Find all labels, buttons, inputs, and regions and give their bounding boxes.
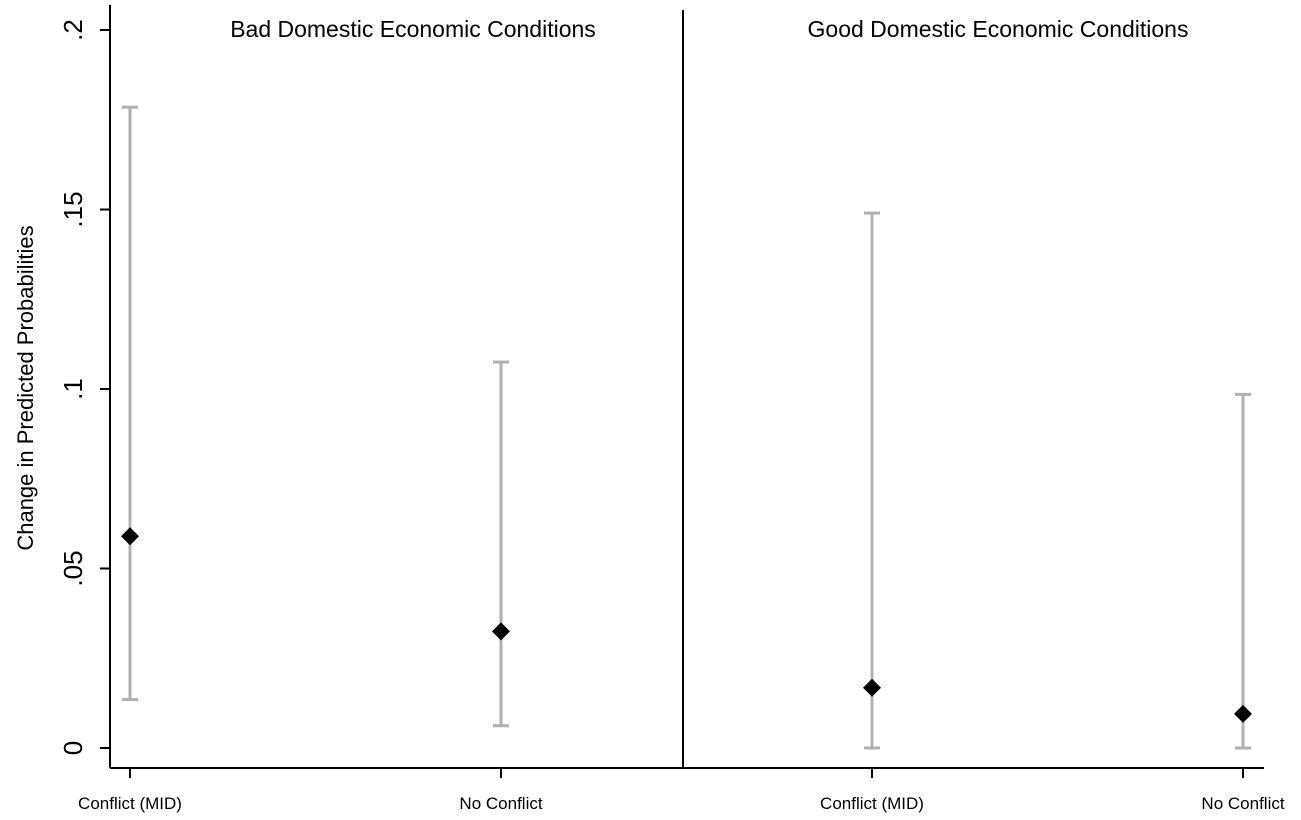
y-tick-label: .2 (58, 19, 88, 41)
panel-title: Good Domestic Economic Conditions (808, 16, 1189, 42)
y-tick-label: .15 (58, 191, 88, 227)
x-tick-label: Conflict (MID) (820, 794, 924, 813)
confidence-intervals (122, 105, 1251, 750)
point-estimate-marker (492, 622, 510, 641)
point-estimate-marker (121, 527, 139, 546)
ticks: 0 .05 .1 .15 .2 Conflict (MID) No Conflict Conf… (58, 19, 1285, 813)
y-tick-label: 0 (58, 741, 88, 755)
point-estimate-marker (863, 678, 881, 697)
y-axis-label: Change in Predicted Probabilities (13, 225, 38, 550)
axes (109, 5, 1264, 769)
x-tick-label: No Conflict (1201, 794, 1284, 813)
point-estimate-marker (1234, 704, 1252, 723)
x-tick-label: Conflict (MID) (78, 794, 182, 813)
panel-title: Bad Domestic Economic Conditions (230, 16, 596, 42)
x-tick-label: No Conflict (459, 794, 542, 813)
y-tick-label: .1 (58, 378, 88, 400)
labels: Change in Predicted Probabilities Bad Do… (13, 16, 1188, 551)
point-estimates (121, 527, 1252, 723)
y-tick-label: .05 (58, 550, 88, 586)
